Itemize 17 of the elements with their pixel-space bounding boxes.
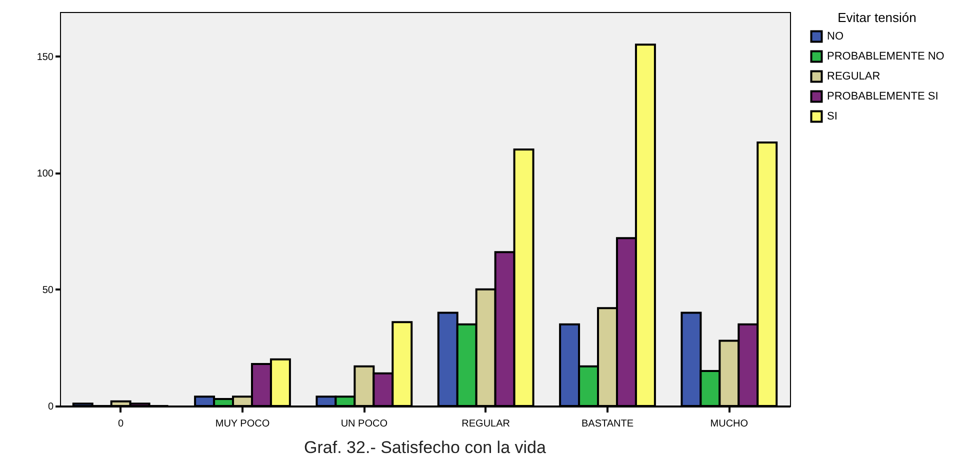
x-tick-label: MUY POCO bbox=[215, 418, 270, 430]
legend-title: Evitar tensión bbox=[838, 10, 916, 25]
x-tick-label: 0 bbox=[118, 418, 124, 430]
text: Graf. 32.- Satisfecho con la vida bbox=[304, 438, 546, 457]
legend-label: PROBABLEMENTE NO bbox=[827, 50, 945, 62]
x-tick-label: BASTANTE bbox=[581, 418, 634, 430]
y-tick-label: 50 bbox=[42, 284, 54, 296]
x-tick-label: REGULAR bbox=[462, 418, 510, 430]
y-tick-label: 0 bbox=[48, 402, 54, 412]
y-tick-label: 100 bbox=[36, 168, 54, 180]
legend-label: SI bbox=[827, 110, 838, 122]
legend-label: REGULAR bbox=[827, 70, 880, 82]
y-tick-label: 150 bbox=[36, 52, 54, 63]
legend-label: NO bbox=[827, 30, 844, 42]
x-tick-label: UN POCO bbox=[340, 418, 388, 430]
legend-label: PROBABLEMENTE SI bbox=[827, 90, 938, 102]
x-tick-label: MUCHO bbox=[710, 418, 748, 430]
